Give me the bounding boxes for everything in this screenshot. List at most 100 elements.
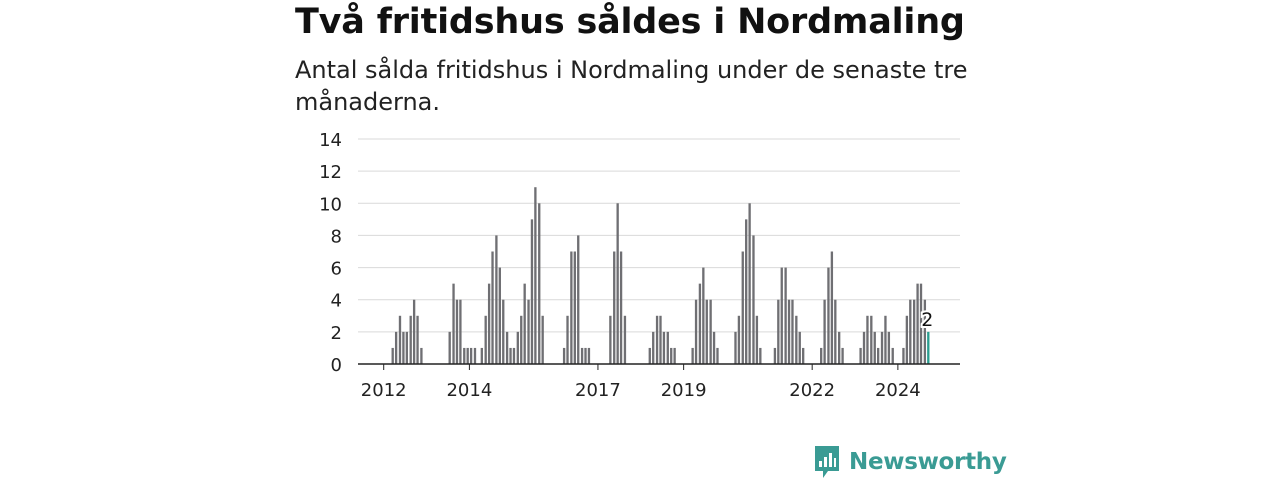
bar (820, 347, 823, 364)
bar (698, 283, 702, 364)
bar (566, 315, 569, 364)
bar (616, 203, 619, 364)
bar (498, 267, 501, 364)
y-tick-label: 6 (331, 259, 342, 280)
y-tick-label: 12 (319, 162, 342, 183)
bar (773, 347, 777, 364)
bar (662, 331, 666, 364)
bar (495, 235, 498, 364)
bar (523, 283, 526, 364)
bar (866, 315, 869, 364)
bar (505, 331, 509, 364)
bar (745, 219, 748, 364)
bar (623, 315, 627, 364)
bar (648, 347, 651, 364)
chart-axes (358, 363, 960, 370)
bar (402, 331, 405, 364)
page-subtitle: Antal sålda fritidshus i Nordmaling unde… (295, 56, 968, 116)
bar (512, 347, 516, 364)
bar (795, 315, 798, 364)
bar (802, 347, 805, 364)
bar (877, 347, 880, 364)
bar (502, 299, 505, 364)
bar (923, 299, 927, 364)
bar (741, 251, 744, 364)
bar (473, 347, 477, 364)
bar (538, 203, 541, 364)
bar (827, 267, 830, 364)
bar (780, 267, 783, 364)
bar (862, 331, 866, 364)
bar (448, 331, 451, 364)
bar (509, 347, 512, 364)
bar (570, 251, 573, 364)
bar (830, 251, 834, 364)
bar (841, 347, 844, 364)
bar (784, 267, 787, 364)
bar (902, 347, 905, 364)
bar (909, 299, 912, 364)
bar (912, 299, 916, 364)
bar (919, 283, 923, 364)
bar (394, 331, 398, 364)
bar (712, 331, 716, 364)
bar (702, 267, 705, 364)
highlight-bar (927, 331, 930, 364)
bar (905, 315, 909, 364)
brand-logo[interactable]: Newsworthy (813, 444, 1007, 480)
bar (734, 331, 737, 364)
bar (709, 299, 712, 364)
bar (791, 299, 794, 364)
bar (737, 315, 741, 364)
bar (466, 347, 469, 364)
bar (484, 315, 487, 364)
bar (587, 347, 591, 364)
bar (391, 347, 394, 364)
bar (716, 347, 719, 364)
bar (916, 283, 919, 364)
chart-grid (358, 138, 960, 333)
bar (469, 347, 473, 364)
bar (398, 315, 402, 364)
chart-labels: 0 2 4 6 8 10 12 14 2 2012 2014 2017 2019 2022 2024 (319, 130, 935, 401)
bar (870, 315, 873, 364)
bar (577, 235, 580, 364)
bar (655, 315, 659, 364)
bar (673, 347, 676, 364)
x-tick-label: 2024 (875, 380, 921, 401)
bar (613, 251, 616, 364)
bar (520, 315, 523, 364)
bar (880, 331, 884, 364)
x-tick-label: 2019 (661, 380, 707, 401)
bar (609, 315, 612, 364)
bar (530, 219, 534, 364)
bar (541, 315, 544, 364)
bar (691, 347, 694, 364)
bar (705, 299, 708, 364)
bar (777, 299, 780, 364)
y-tick-label: 0 (331, 355, 342, 376)
bar (755, 315, 759, 364)
bar (752, 235, 755, 364)
bar (787, 299, 791, 364)
bar (452, 283, 455, 364)
bar (834, 299, 837, 364)
bar (666, 331, 669, 364)
bar (887, 331, 891, 364)
bar (694, 299, 698, 364)
y-tick-label: 4 (331, 291, 342, 312)
bar (891, 347, 894, 364)
bar (873, 331, 876, 364)
bar (420, 347, 423, 364)
bar (573, 251, 576, 364)
bar (491, 251, 494, 364)
bar (527, 299, 530, 364)
bar (516, 331, 519, 364)
bar (580, 347, 584, 364)
bar (652, 331, 655, 364)
bar (534, 187, 537, 364)
y-tick-label: 10 (319, 194, 342, 215)
bar (823, 299, 826, 364)
bar (480, 347, 483, 364)
